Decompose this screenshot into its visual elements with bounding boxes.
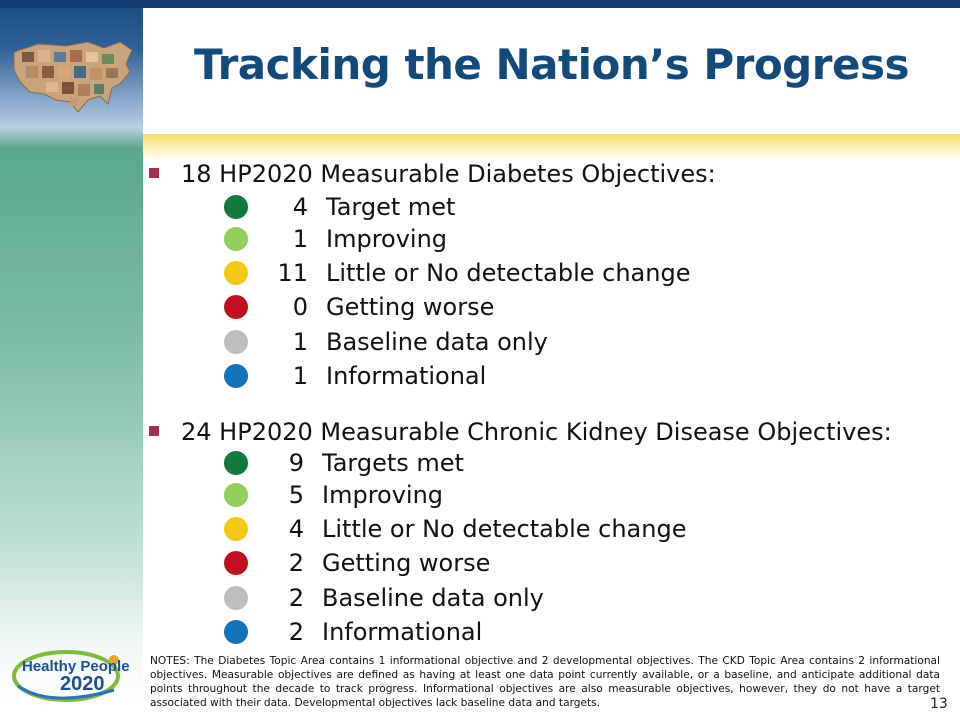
item-label: Informational [322, 618, 483, 646]
item-count: 1 [292, 328, 308, 356]
item-label: Getting worse [326, 293, 495, 321]
red-circle-icon [224, 551, 248, 575]
item-label: Target met [326, 193, 456, 221]
blue-circle-icon [224, 620, 248, 644]
diabetes-heading: 18 HP2020 Measurable Diabetes Objectives… [149, 160, 716, 188]
red-circle-icon [224, 295, 248, 319]
ckd-heading: 24 HP2020 Measurable Chronic Kidney Dise… [149, 418, 892, 446]
item-count: 2 [288, 584, 304, 612]
green-light-circle-icon [224, 483, 248, 507]
item-label: Getting worse [322, 549, 491, 577]
diabetes-heading-text: 18 HP2020 Measurable Diabetes Objectives… [181, 160, 716, 188]
item-count: 1 [292, 362, 308, 390]
item-count: 9 [288, 449, 304, 477]
logo-swoosh-icon [12, 650, 120, 702]
page-number: 13 [930, 696, 948, 712]
bullet-square-icon [149, 168, 159, 178]
item-count: 2 [288, 618, 304, 646]
item-count: 5 [288, 481, 304, 509]
item-label: Little or No detectable change [322, 515, 687, 543]
item-label: Baseline data only [322, 584, 544, 612]
item-label: Improving [326, 225, 448, 253]
item-count: 2 [288, 549, 304, 577]
item-count: 0 [292, 293, 308, 321]
item-label: Informational [326, 362, 487, 390]
footnotes: NOTES: The Diabetes Topic Area contains … [150, 655, 940, 709]
logo-text-2020: 2020 [60, 673, 105, 695]
green-light-circle-icon [224, 227, 248, 251]
gray-circle-icon [224, 330, 248, 354]
title-underline-bar [143, 134, 960, 160]
item-label: Improving [322, 481, 444, 509]
page-title: Tracking the Nation’s Progress [194, 40, 909, 89]
blue-circle-icon [224, 364, 248, 388]
item-label: Baseline data only [326, 328, 548, 356]
yellow-circle-icon [224, 517, 248, 541]
logo-text-healthy-people: Healthy People [22, 658, 130, 675]
green-dark-circle-icon [224, 195, 248, 219]
green-dark-circle-icon [224, 451, 248, 475]
item-count: 1 [292, 225, 308, 253]
item-count: 4 [292, 193, 308, 221]
decorative-sidebar [0, 8, 143, 720]
item-count: 4 [288, 515, 304, 543]
item-label: Little or No detectable change [326, 259, 691, 287]
yellow-circle-icon [224, 261, 248, 285]
item-count: 11 [277, 259, 308, 287]
us-map-collage-icon [13, 41, 133, 113]
item-label: Targets met [322, 449, 464, 477]
gray-circle-icon [224, 586, 248, 610]
ckd-heading-text: 24 HP2020 Measurable Chronic Kidney Dise… [181, 418, 892, 446]
bullet-square-icon [149, 426, 159, 436]
top-band [0, 0, 960, 8]
healthy-people-2020-logo: Healthy People 2020 [10, 646, 130, 708]
